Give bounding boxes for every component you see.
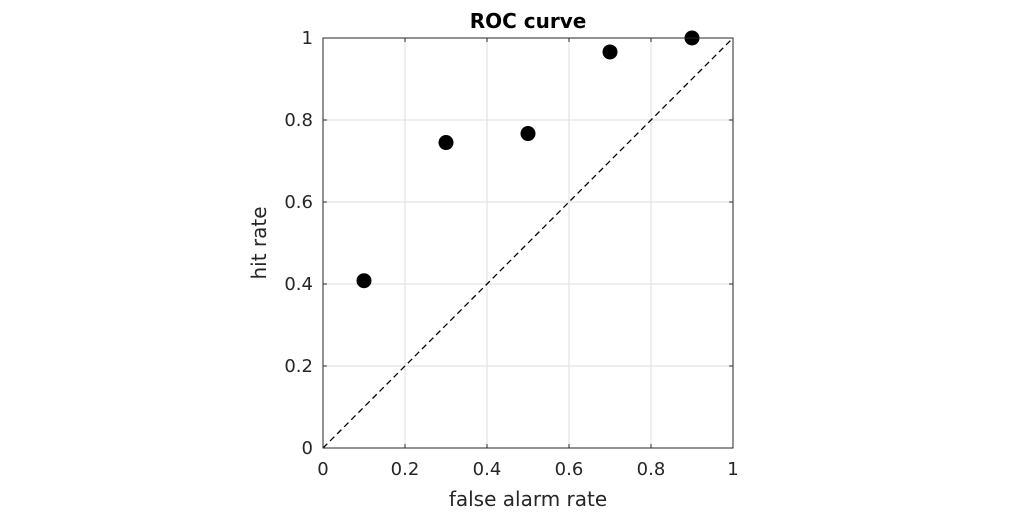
x-tick-label-0: 0 <box>317 459 328 480</box>
data-point-0 <box>356 273 372 289</box>
axis-ticks <box>322 37 734 449</box>
data-point-1 <box>438 135 454 151</box>
y-tick-label-4: 0.8 <box>284 110 313 131</box>
x-tick-label-1: 0.2 <box>391 459 420 480</box>
x-tick-label-5: 1 <box>727 459 738 480</box>
y-tick-label-0: 0 <box>302 438 313 459</box>
grid-lines <box>323 38 733 448</box>
data-points <box>356 30 700 289</box>
y-tick-label-5: 1 <box>302 28 313 49</box>
x-tick-label-2: 0.4 <box>473 459 502 480</box>
chart-title: ROC curve <box>470 9 587 33</box>
x-axis-label: false alarm rate <box>449 487 607 511</box>
y-tick-label-3: 0.6 <box>284 192 313 213</box>
data-point-2 <box>520 126 536 142</box>
x-tick-labels: 0 0.2 0.4 0.6 0.8 1 <box>317 459 738 480</box>
x-tick-label-4: 0.8 <box>637 459 666 480</box>
data-point-3 <box>602 44 618 60</box>
x-tick-label-3: 0.6 <box>555 459 584 480</box>
y-axis-label: hit rate <box>247 206 271 279</box>
y-tick-label-1: 0.2 <box>284 356 313 377</box>
y-tick-label-2: 0.4 <box>284 274 313 295</box>
y-tick-labels: 0 0.2 0.4 0.6 0.8 1 <box>284 28 313 459</box>
plot-area-frame <box>322 37 734 449</box>
chance-diagonal-line <box>322 37 734 449</box>
